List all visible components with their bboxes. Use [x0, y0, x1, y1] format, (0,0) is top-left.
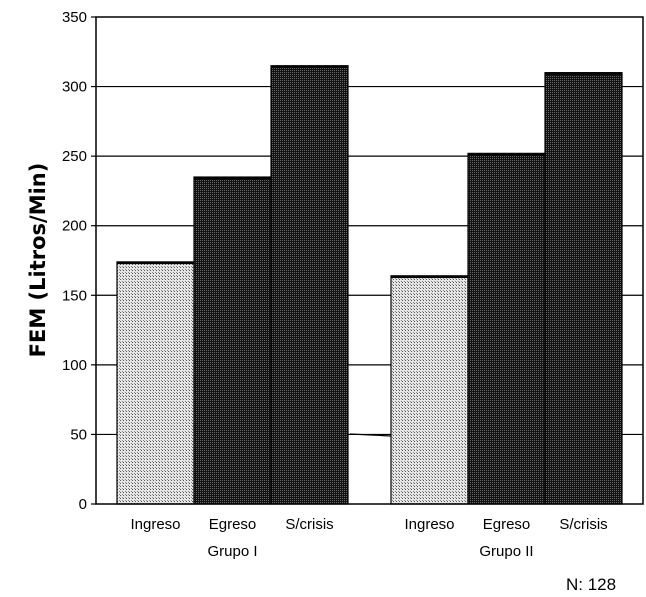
- bar-grupo-ii-scrisis: [544, 72, 623, 505]
- category-label: S/crisis: [285, 516, 333, 533]
- y-tick-label: 100: [62, 357, 87, 374]
- bar-grupo-i-scrisis: [270, 65, 349, 505]
- category-label: Egreso: [483, 516, 531, 533]
- separator-stroke: [349, 433, 392, 437]
- category-label: Ingreso: [404, 516, 454, 533]
- category-label: S/crisis: [559, 516, 607, 533]
- category-label: Egreso: [209, 516, 257, 533]
- group-label: Grupo II: [479, 543, 533, 560]
- y-axis-ticks: 0 50 100 150 200 250 300 350: [62, 9, 96, 513]
- bar-grupo-ii-egreso: [467, 152, 546, 505]
- y-tick-label: 200: [62, 218, 87, 235]
- y-tick-label: 150: [62, 287, 87, 304]
- bar-grupo-ii-ingreso: [390, 275, 469, 505]
- y-tick-label: 0: [79, 496, 87, 513]
- y-tick-label: 250: [62, 148, 87, 165]
- y-axis-label: FEM (Litros/Min): [26, 163, 50, 358]
- category-label: Ingreso: [130, 516, 180, 533]
- x-axis-labels: Ingreso Egreso S/crisis Grupo I Ingreso Egres…: [130, 516, 607, 560]
- y-tick-label: 50: [70, 426, 87, 443]
- bars: [116, 65, 623, 505]
- bar-grupo-i-egreso: [193, 176, 272, 505]
- y-tick-label: 300: [62, 79, 87, 96]
- group-label: Grupo I: [207, 543, 257, 560]
- y-tick-label: 350: [62, 9, 87, 26]
- plot-frame: [95, 16, 644, 505]
- bar-grupo-i-ingreso: [116, 261, 195, 505]
- sample-size-note: N: 128: [566, 575, 616, 594]
